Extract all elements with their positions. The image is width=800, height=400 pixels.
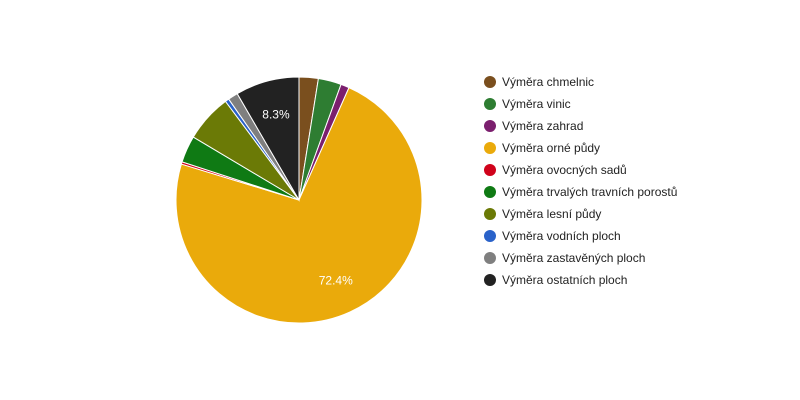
legend-swatch (484, 252, 496, 264)
pie-slice[interactable] (175, 86, 423, 324)
legend-label: Výměra chmelnic (502, 75, 595, 89)
slice-data-label: 8.3% (262, 107, 290, 121)
legend-swatch (484, 164, 496, 176)
legend-swatch (484, 186, 496, 198)
legend-label: Výměra vodních ploch (502, 229, 621, 243)
legend-label: Výměra orné půdy (502, 141, 601, 155)
legend-item[interactable]: Výměra ovocných sadů (484, 162, 684, 178)
legend-swatch (484, 142, 496, 154)
legend-item[interactable]: Výměra orné půdy (484, 140, 684, 156)
legend-swatch (484, 274, 496, 286)
legend-item[interactable]: Výměra vodních ploch (484, 228, 684, 244)
pie-slice[interactable] (236, 76, 300, 202)
legend-label: Výměra zastavěných ploch (502, 251, 646, 265)
legend-item[interactable]: Výměra trvalých travních porostů (484, 184, 684, 200)
legend-swatch (484, 208, 496, 220)
legend-label: Výměra lesní půdy (502, 207, 602, 221)
legend-item[interactable]: Výměra chmelnic (484, 74, 684, 90)
legend-item[interactable]: Výměra zastavěných ploch (484, 250, 684, 266)
legend-item[interactable]: Výměra vinic (484, 96, 684, 112)
legend-item[interactable]: Výměra ostatních ploch (484, 272, 684, 288)
legend-swatch (484, 120, 496, 132)
slice-data-label: 72.4% (319, 274, 353, 288)
legend-label: Výměra ovocných sadů (502, 163, 627, 177)
legend-label: Výměra ostatních ploch (502, 273, 628, 287)
legend-item[interactable]: Výměra zahrad (484, 118, 684, 134)
legend-label: Výměra vinic (502, 97, 571, 111)
legend-item[interactable]: Výměra lesní půdy (484, 206, 684, 222)
legend-label: Výměra trvalých travních porostů (502, 185, 678, 199)
legend: Výměra chmelnic Výměra vinic Výměra zahrad… (484, 74, 684, 294)
legend-swatch (484, 98, 496, 110)
legend-label: Výměra zahrad (502, 119, 584, 133)
legend-swatch (484, 76, 496, 88)
legend-swatch (484, 230, 496, 242)
